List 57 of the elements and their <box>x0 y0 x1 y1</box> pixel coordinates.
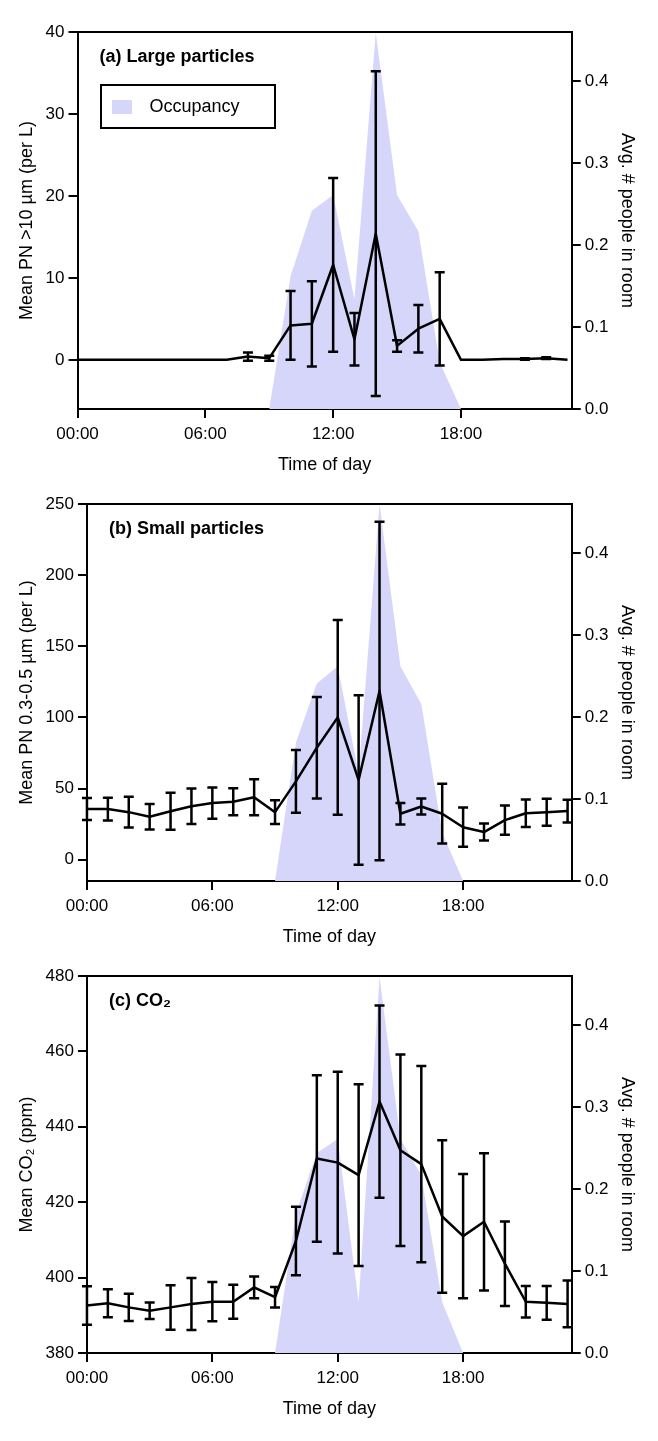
y2-axis-title: Avg. # people in room <box>618 133 639 308</box>
x-axis-title: Time of day <box>282 1398 377 1419</box>
y-tick-label: 40 <box>45 21 65 41</box>
x-tick-label: 00:00 <box>65 1367 109 1387</box>
text: (a) Large particles <box>99 46 255 67</box>
x-tick-label: 18:00 <box>439 423 483 443</box>
y-tick-label: 440 <box>45 1116 74 1136</box>
y2-axis-title: Avg. # people in room <box>618 605 639 780</box>
y-tick-label: 150 <box>45 635 74 655</box>
x-tick-label: 12:00 <box>311 423 355 443</box>
y-tick-label: 100 <box>45 707 74 727</box>
x-axis-title: Time of day <box>277 454 372 475</box>
y2-tick-label: 0.3 <box>584 1096 609 1116</box>
y-tick-label: 480 <box>45 965 74 985</box>
y2-tick-label: 0.4 <box>584 542 609 562</box>
y2-tick-label: 0.2 <box>584 234 609 254</box>
y2-tick-label: 0.4 <box>584 1014 609 1034</box>
y2-tick-label: 0.3 <box>584 624 609 644</box>
y2-tick-label: 0.1 <box>584 316 609 336</box>
y2-axis-title: Avg. # people in room <box>618 1077 639 1252</box>
y2-tick-label: 0.1 <box>584 788 609 808</box>
y-tick-label: 380 <box>45 1342 74 1362</box>
y-tick-label: 20 <box>45 185 65 205</box>
x-tick-label: 00:00 <box>65 895 109 915</box>
y-tick-label: 0 <box>55 349 65 369</box>
x-tick-label: 12:00 <box>316 895 359 915</box>
y-axis-title: Mean PN 0.3-0.5 µm (per L) <box>15 580 36 805</box>
y-axis-title: Mean CO₂ (ppm) <box>15 1096 36 1233</box>
text: (b) Small particles <box>108 518 265 539</box>
y-tick-label: 10 <box>45 267 65 287</box>
y-tick-label: 460 <box>45 1041 74 1061</box>
y2-tick-label: 0.3 <box>584 152 609 172</box>
y-axis-title: Mean PN >10 µm (per L) <box>15 121 36 320</box>
x-tick-label: 06:00 <box>191 895 234 915</box>
text: (c) CO₂ <box>108 990 171 1011</box>
x-tick-label: 06:00 <box>191 1367 234 1387</box>
y-tick-label: 200 <box>45 564 74 584</box>
x-tick-label: 12:00 <box>316 1367 359 1387</box>
y2-tick-label: 0.0 <box>584 1342 609 1362</box>
x-tick-label: 06:00 <box>184 423 227 443</box>
x-tick-label: 00:00 <box>56 423 99 443</box>
y2-tick-label: 0.0 <box>584 398 609 418</box>
x-tick-label: 18:00 <box>441 1367 485 1387</box>
y-tick-label: 400 <box>45 1267 74 1287</box>
y-tick-label: 30 <box>45 103 65 123</box>
y2-tick-label: 0.0 <box>584 870 609 890</box>
y-tick-label: 50 <box>55 778 74 798</box>
y2-tick-label: 0.4 <box>584 70 609 90</box>
y-tick-label: 420 <box>45 1191 74 1211</box>
y-tick-label: 0 <box>64 849 74 869</box>
x-tick-label: 18:00 <box>441 895 485 915</box>
y2-tick-label: 0.1 <box>584 1260 609 1280</box>
y2-tick-label: 0.2 <box>584 706 609 726</box>
y-tick-label: 250 <box>45 493 74 513</box>
legend-label: Occupancy <box>149 96 240 117</box>
y2-tick-label: 0.2 <box>584 1178 609 1198</box>
x-axis-title: Time of day <box>282 926 377 947</box>
